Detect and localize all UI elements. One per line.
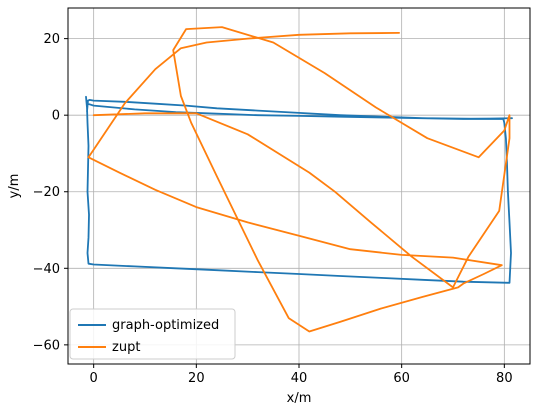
series-line-graph-optimized	[85, 95, 513, 284]
y-tick-label: −40	[33, 262, 60, 277]
series-line-zupt	[87, 26, 511, 333]
legend-box	[69, 308, 236, 360]
x-axis-label: x/m	[287, 391, 312, 406]
y-tick-label: 20	[43, 32, 60, 47]
x-tick-label: 40	[291, 371, 308, 386]
grid-lines	[68, 8, 530, 364]
legend: graph-optimized zupt	[69, 308, 236, 360]
y-tick-label: −20	[33, 185, 60, 200]
legend-label-zupt: zupt	[112, 340, 140, 355]
y-axis-label: y/m	[7, 174, 22, 199]
legend-label-graph-optimized: graph-optimized	[112, 318, 219, 333]
y-tick-label: −60	[33, 338, 60, 353]
x-tick-label: 20	[188, 371, 205, 386]
x-tick-label: 0	[90, 371, 98, 386]
x-tick-label: 60	[393, 371, 410, 386]
x-tick-label: 80	[496, 371, 513, 386]
tick-group: 0 20 40 60 80 20 0 −20 −40 −60	[33, 32, 513, 386]
y-tick-label: 0	[52, 109, 60, 124]
plot-series-group	[85, 26, 513, 333]
